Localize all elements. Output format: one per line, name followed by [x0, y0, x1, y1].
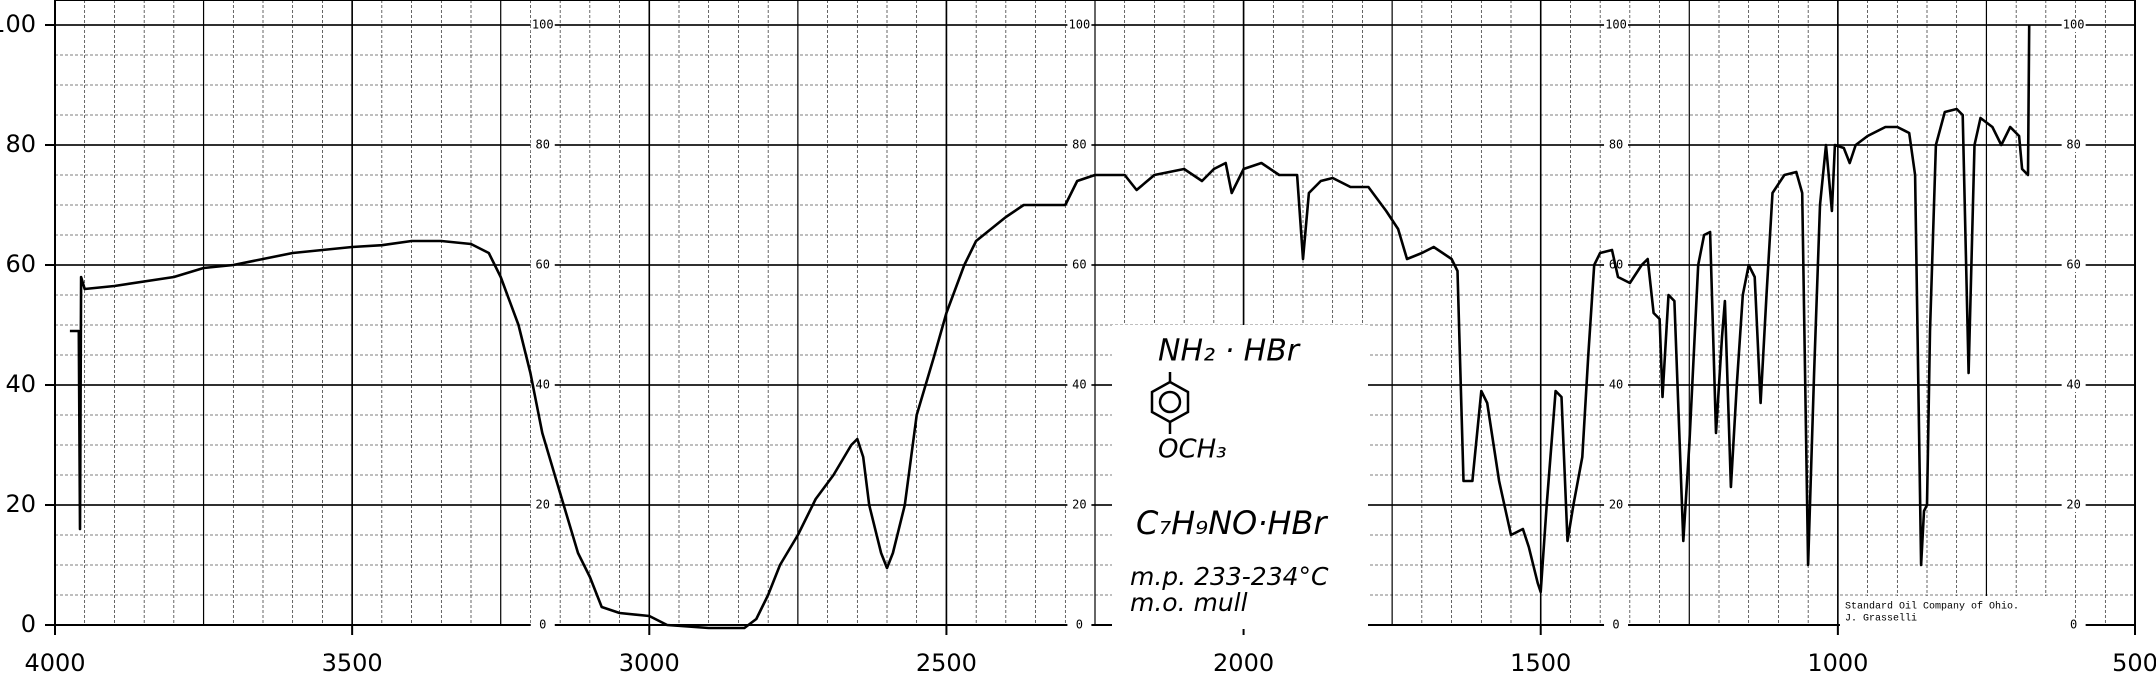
paper-label-bg	[530, 138, 555, 152]
annotation: NH₂ · HBr	[1158, 334, 1301, 369]
paper-scale-label: 40	[1072, 378, 1086, 392]
y-tick-label: 100	[0, 10, 36, 38]
paper-label-bg	[2061, 378, 2086, 392]
x-tick-label: 2000	[1213, 649, 1274, 677]
paper-scale-label: 100	[2063, 18, 2085, 32]
paper-scale-label: 20	[1072, 498, 1086, 512]
paper-scale-label: 60	[2066, 258, 2080, 272]
annotation: m.p. 233-234°C	[1130, 562, 1329, 591]
paper-scale-label: 20	[536, 498, 550, 512]
paper-label-bg	[2061, 618, 2086, 632]
x-tick-label: 500	[2112, 649, 2156, 677]
y-tick-label: 60	[5, 250, 36, 278]
paper-scale-label: 40	[536, 378, 550, 392]
paper-label-bg	[1067, 498, 1092, 512]
paper-label-bg	[530, 378, 555, 392]
paper-label-bg	[1604, 18, 1629, 32]
paper-scale-label: 100	[532, 18, 554, 32]
paper-scale-label: 0	[539, 618, 546, 632]
paper-scale-label: 40	[1609, 378, 1623, 392]
paper-scale-label: 0	[1076, 618, 1083, 632]
stamp-text: Standard Oil Company of Ohio.	[1845, 601, 2019, 613]
paper-scale-label: 0	[1612, 618, 1619, 632]
x-tick-label: 2500	[916, 649, 977, 677]
paper-scale-label: 20	[1609, 498, 1623, 512]
paper-scale-label: 20	[2066, 498, 2080, 512]
x-tick-label: 3500	[322, 649, 383, 677]
annotation: m.o. mull	[1130, 588, 1248, 617]
plot-frame	[54, 0, 2136, 626]
benzene-ring	[1150, 372, 1190, 434]
x-tick-label: 1000	[1807, 649, 1868, 677]
spectrum-line	[69, 24, 2031, 630]
paper-label-bg	[1067, 18, 1092, 32]
y-tick-label: 80	[5, 130, 36, 158]
x-tick-label: 4000	[24, 649, 85, 677]
paper-scale-label: 40	[2066, 378, 2080, 392]
paper-scale-label: 60	[536, 258, 550, 272]
paper-scale-label: 80	[2066, 138, 2080, 152]
paper-label-bg	[1067, 618, 1092, 632]
label-card	[1112, 325, 1368, 629]
paper-label-bg	[1604, 618, 1629, 632]
paper-label-bg	[530, 258, 555, 272]
paper-label-bg	[1067, 258, 1092, 272]
paper-scale-label: 80	[1072, 138, 1086, 152]
paper-scale-label: 80	[1609, 138, 1623, 152]
y-tick-label: 20	[5, 490, 36, 518]
paper-label-bg	[530, 18, 555, 32]
paper-scale-label: 60	[1072, 258, 1086, 272]
paper-label-bg	[530, 498, 555, 512]
paper-label-bg	[1604, 138, 1629, 152]
annotation: OCH₃	[1158, 435, 1227, 465]
y-tick-label: 0	[21, 610, 36, 638]
paper-label-bg	[1604, 498, 1629, 512]
paper-label-bg	[2061, 138, 2086, 152]
x-tick-label: 3000	[619, 649, 680, 677]
paper-scale-label: 100	[1069, 18, 1091, 32]
paper-label-bg	[530, 618, 555, 632]
y-tick-label: 40	[5, 370, 36, 398]
paper-label-bg	[1067, 378, 1092, 392]
annotation: C₇H₉NO·HBr	[1136, 504, 1328, 542]
paper-scale-label: 0	[2070, 618, 2077, 632]
paper-label-bg	[2061, 258, 2086, 272]
paper-label-bg	[2061, 498, 2086, 512]
paper-scale-label: 80	[536, 138, 550, 152]
stamp-text: J. Grasselli	[1845, 613, 1917, 625]
paper-scale-label: 100	[1605, 18, 1627, 32]
paper-label-bg	[1067, 138, 1092, 152]
grid	[54, 0, 2136, 626]
paper-label-bg	[2061, 18, 2086, 32]
stamp-box	[1840, 596, 2065, 626]
x-tick-label: 1500	[1510, 649, 1571, 677]
paper-label-bg	[1604, 378, 1629, 392]
